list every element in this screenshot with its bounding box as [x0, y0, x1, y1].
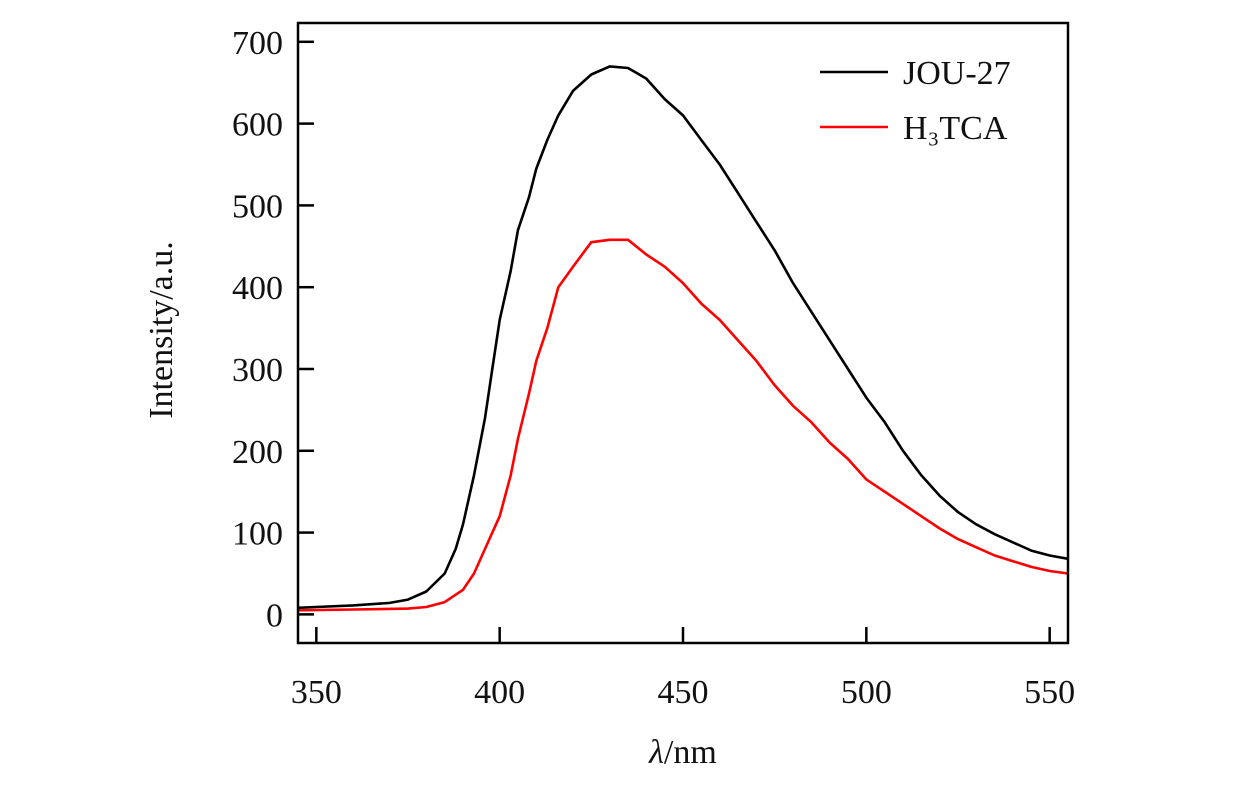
legend-label-1: H₃TCA	[903, 110, 1008, 147]
y-tick-label: 300	[232, 352, 283, 389]
y-tick-label: 0	[266, 597, 283, 634]
y-axis-label: Intensity/a.u.	[143, 241, 180, 419]
series-layer	[297, 65, 1069, 612]
x-tick-label: 550	[1024, 674, 1075, 711]
y-tick-label: 700	[232, 25, 283, 62]
x-tick-label: 450	[658, 674, 709, 711]
y-tick-label: 100	[232, 516, 283, 553]
x-axis-symbol: λ	[648, 734, 664, 771]
legend: JOU-27 H₃TCA	[820, 55, 1011, 147]
y-tick-label: 200	[232, 434, 283, 471]
x-axis-unit: /nm	[664, 734, 717, 771]
x-axis-label: λ/nm	[648, 734, 717, 771]
x-tick-label: 400	[474, 674, 525, 711]
y-tick-label: 500	[232, 188, 283, 225]
x-tick-label: 350	[291, 674, 342, 711]
ticks-layer: 350 400 450 500 550 0 100 200 300 400 500 600 700	[232, 25, 1075, 711]
legend-label-0: JOU-27	[903, 55, 1011, 92]
series-line-1	[297, 238, 1069, 612]
x-tick-label: 500	[841, 674, 892, 711]
series-line-0	[297, 65, 1069, 610]
y-tick-label: 600	[232, 107, 283, 144]
y-tick-label: 400	[232, 270, 283, 307]
